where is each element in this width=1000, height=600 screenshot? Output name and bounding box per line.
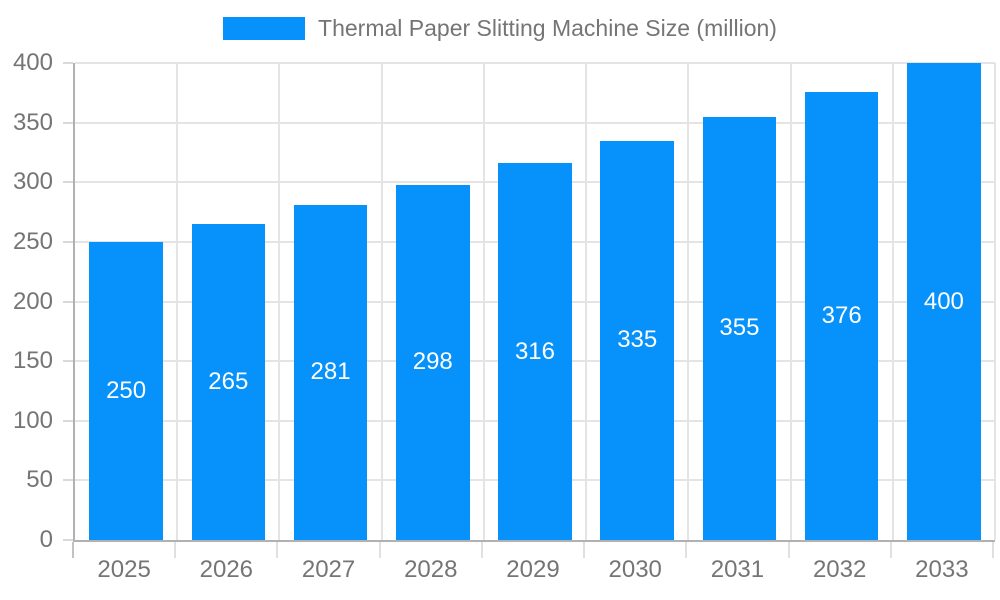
plot-area: 250 265 281 298 316 335 355 376 400 xyxy=(73,62,996,542)
x-axis-tick xyxy=(787,542,790,558)
bar-value-label: 316 xyxy=(514,337,555,365)
x-axis-tick xyxy=(174,542,177,558)
bar-2031[interactable]: 355 xyxy=(702,116,777,540)
gridline-vertical xyxy=(994,63,996,540)
bar-value-label: 298 xyxy=(412,348,453,376)
bar-2032[interactable]: 376 xyxy=(804,91,879,540)
gridline-vertical xyxy=(482,63,485,540)
x-axis-label: 2032 xyxy=(812,556,867,583)
x-axis-tick xyxy=(480,542,483,558)
bar-2026[interactable]: 265 xyxy=(191,224,266,540)
y-axis-tick xyxy=(63,419,73,422)
bar-value-label: 265 xyxy=(208,368,249,395)
y-axis-label: 300 xyxy=(12,168,53,196)
x-axis-tick xyxy=(583,542,586,558)
bar-2030[interactable]: 335 xyxy=(600,140,675,540)
bar-value-label: 250 xyxy=(106,376,147,404)
gridline-vertical xyxy=(585,63,588,540)
legend-item[interactable]: Thermal Paper Slitting Machine Size (mil… xyxy=(223,15,777,42)
y-axis-label: 50 xyxy=(26,466,53,494)
gridline-vertical xyxy=(380,63,383,540)
y-axis-tick xyxy=(63,62,73,64)
y-axis-label: 400 xyxy=(12,49,53,76)
y-axis-label: 100 xyxy=(12,406,53,434)
bar-value-label: 281 xyxy=(310,358,351,386)
x-axis-tick xyxy=(378,542,381,558)
y-axis-label: 0 xyxy=(39,526,53,553)
x-axis-tick xyxy=(685,542,688,558)
y-axis-tick xyxy=(63,479,73,482)
y-axis-label: 250 xyxy=(12,227,53,255)
bar-2033[interactable]: 400 xyxy=(907,63,981,540)
bar-value-label: 335 xyxy=(617,326,658,354)
x-axis-label: 2026 xyxy=(199,556,254,583)
x-axis-label: 2025 xyxy=(97,556,151,583)
gridline-vertical xyxy=(278,63,281,540)
bar-2025[interactable]: 250 xyxy=(89,241,163,540)
x-axis-label: 2033 xyxy=(915,556,969,583)
legend-label: Thermal Paper Slitting Machine Size (mil… xyxy=(318,15,777,41)
y-axis-tick xyxy=(63,121,73,124)
bar-2028[interactable]: 298 xyxy=(395,184,470,540)
x-axis-tick xyxy=(992,542,994,558)
gridline-vertical xyxy=(687,63,690,540)
bar-2029[interactable]: 316 xyxy=(498,163,572,540)
y-axis-tick xyxy=(63,240,73,243)
bar-2027[interactable]: 281 xyxy=(293,204,368,540)
bar-value-label: 376 xyxy=(821,301,862,329)
y-axis-label: 350 xyxy=(12,108,53,136)
x-axis-label: 2027 xyxy=(301,556,356,583)
gridline-vertical xyxy=(789,63,792,540)
gridline-horizontal xyxy=(75,62,995,64)
x-axis-label: 2029 xyxy=(506,556,560,583)
y-axis-tick xyxy=(63,360,73,363)
x-axis-label: 2031 xyxy=(710,556,765,583)
x-axis-label: 2030 xyxy=(608,556,662,583)
x-axis-tick xyxy=(276,542,279,558)
x-axis-label: 2028 xyxy=(404,556,458,583)
legend-swatch-icon xyxy=(223,17,306,40)
bar-value-label: 400 xyxy=(923,287,964,315)
x-axis-tick xyxy=(72,542,74,558)
gridline-horizontal xyxy=(75,121,995,124)
y-axis-tick xyxy=(63,300,73,303)
y-axis-tick xyxy=(63,539,73,541)
x-axis-tick xyxy=(889,542,892,558)
legend: Thermal Paper Slitting Machine Size (mil… xyxy=(0,15,1000,42)
bar-value-label: 355 xyxy=(719,314,760,342)
y-axis-tick xyxy=(63,181,73,184)
y-axis-label: 200 xyxy=(12,287,53,315)
gridline-vertical xyxy=(176,63,179,540)
y-axis-label: 150 xyxy=(12,347,53,375)
gridline-vertical xyxy=(891,63,894,540)
